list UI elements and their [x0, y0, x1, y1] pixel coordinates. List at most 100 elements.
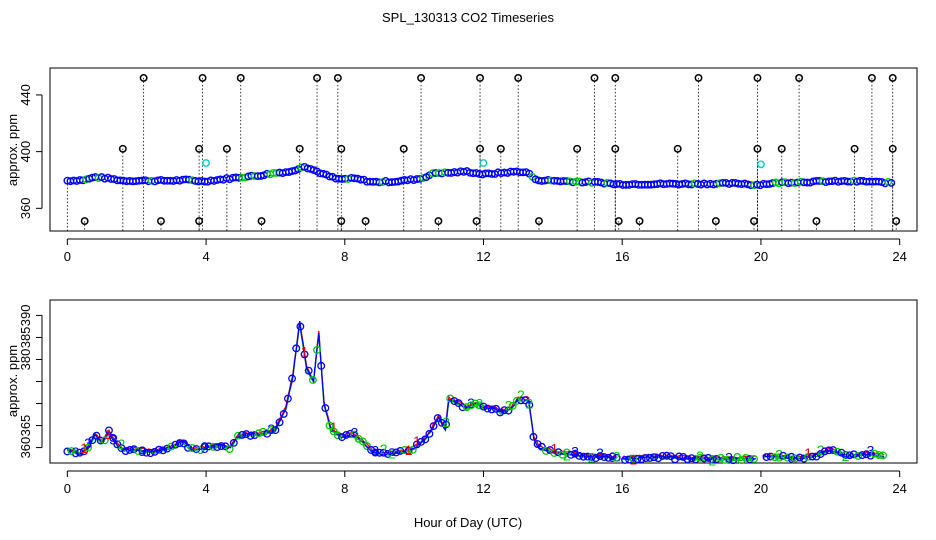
- data-circle: [475, 401, 484, 410]
- data-circle: [716, 453, 725, 462]
- series-3-marker: 3: [109, 431, 117, 447]
- data-circle: [712, 455, 721, 463]
- data-circle: [471, 399, 480, 408]
- mid-outlier-point: [476, 144, 484, 153]
- data-circle: [591, 454, 600, 463]
- data-circle: [105, 426, 113, 435]
- mid-outlier-point: [118, 144, 127, 153]
- data-circle: [775, 453, 783, 462]
- data-circle: [437, 418, 446, 427]
- series-2-marker: 2: [696, 448, 704, 464]
- top-y-tick-label: 440: [18, 84, 33, 106]
- data-circle: [541, 447, 550, 455]
- data-circle: [134, 447, 143, 455]
- data-circle: [720, 455, 729, 464]
- low-outlier-point: [472, 217, 481, 226]
- data-circle: [417, 437, 426, 446]
- cyan-point: [202, 159, 210, 167]
- data-circle: [521, 396, 530, 405]
- data-circle: [213, 443, 222, 452]
- low-outlier-point: [195, 217, 204, 226]
- bottom-x-tick-label: 20: [754, 481, 768, 496]
- series-1-marker: 1: [550, 441, 558, 457]
- series-3-marker: 3: [371, 442, 379, 458]
- low-outlier-point: [361, 217, 370, 226]
- data-circle: [808, 452, 817, 461]
- data-circle: [571, 449, 580, 458]
- low-outlier-point: [711, 217, 720, 226]
- series-2-marker: 2: [817, 442, 825, 458]
- series-2-marker: 2: [442, 414, 450, 430]
- data-circle: [288, 374, 297, 383]
- data-circle: [741, 453, 750, 462]
- series-3-marker: 3: [201, 440, 209, 456]
- top-outlier-lines: [66, 77, 897, 231]
- series-3-marker: 3: [267, 421, 275, 437]
- series-3-marker: 3: [84, 435, 92, 451]
- data-circle: [858, 451, 867, 460]
- cyan-point: [757, 160, 765, 169]
- data-circle: [321, 404, 330, 413]
- top-y-tick-label: 400: [18, 141, 33, 163]
- data-circle: [96, 436, 105, 445]
- data-circle: [308, 376, 317, 384]
- data-circle: [163, 444, 172, 453]
- low-outlier-point: [892, 217, 901, 226]
- data-circle: [250, 431, 259, 440]
- data-circle: [750, 454, 758, 463]
- data-circle: [812, 452, 821, 461]
- data-circle: [845, 451, 854, 460]
- series-1-marker: 1: [629, 451, 637, 467]
- data-circle: [350, 430, 359, 439]
- series-3-marker: 3: [72, 444, 80, 460]
- series-3-marker: 3: [725, 449, 733, 465]
- top-y-tick-label: 360: [18, 197, 33, 219]
- data-circle: [71, 449, 80, 458]
- mid-outlier-point: [195, 144, 204, 153]
- data-circle: [238, 430, 247, 439]
- data-circle: [146, 449, 155, 458]
- data-circle: [217, 442, 226, 451]
- data-circle: [175, 439, 184, 448]
- series-1-marker: 1: [413, 433, 421, 449]
- data-circle: [525, 400, 534, 409]
- data-circle: [279, 409, 288, 418]
- series-3-line: [66, 321, 885, 461]
- data-circle: [637, 455, 646, 464]
- series-2-marker: 2: [775, 446, 783, 462]
- data-circle: [300, 350, 309, 359]
- data-circle: [866, 451, 875, 460]
- data-circle: [292, 344, 301, 353]
- baseline-point: [419, 174, 428, 182]
- series-2-marker: 2: [475, 395, 483, 411]
- series-2-marker: 2: [505, 397, 513, 413]
- data-circle: [537, 442, 546, 451]
- series-2-line: [66, 322, 885, 462]
- data-circle: [654, 454, 663, 463]
- top-x-tick-label: 4: [202, 249, 209, 264]
- series-2-marker: 2: [118, 436, 126, 452]
- data-circle: [600, 453, 609, 462]
- series-3-marker: 3: [571, 443, 579, 459]
- data-circle: [745, 455, 754, 464]
- data-circle: [346, 429, 355, 438]
- data-circle: [234, 431, 242, 440]
- data-circle: [562, 448, 571, 457]
- data-circle: [129, 445, 138, 454]
- top-x-tick-label: 16: [615, 249, 629, 264]
- data-circle: [695, 453, 704, 462]
- data-circle: [608, 452, 617, 461]
- mid-outlier-point: [611, 144, 620, 153]
- data-circle: [100, 436, 109, 445]
- series-3-marker: 3: [596, 445, 604, 461]
- data-circle: [379, 448, 388, 457]
- data-circle: [500, 406, 509, 415]
- top-x-tick-label: 20: [754, 249, 768, 264]
- data-circle: [271, 426, 280, 435]
- data-circle: [566, 450, 575, 459]
- data-circle: [795, 453, 804, 462]
- series-3-marker: 3: [788, 450, 796, 466]
